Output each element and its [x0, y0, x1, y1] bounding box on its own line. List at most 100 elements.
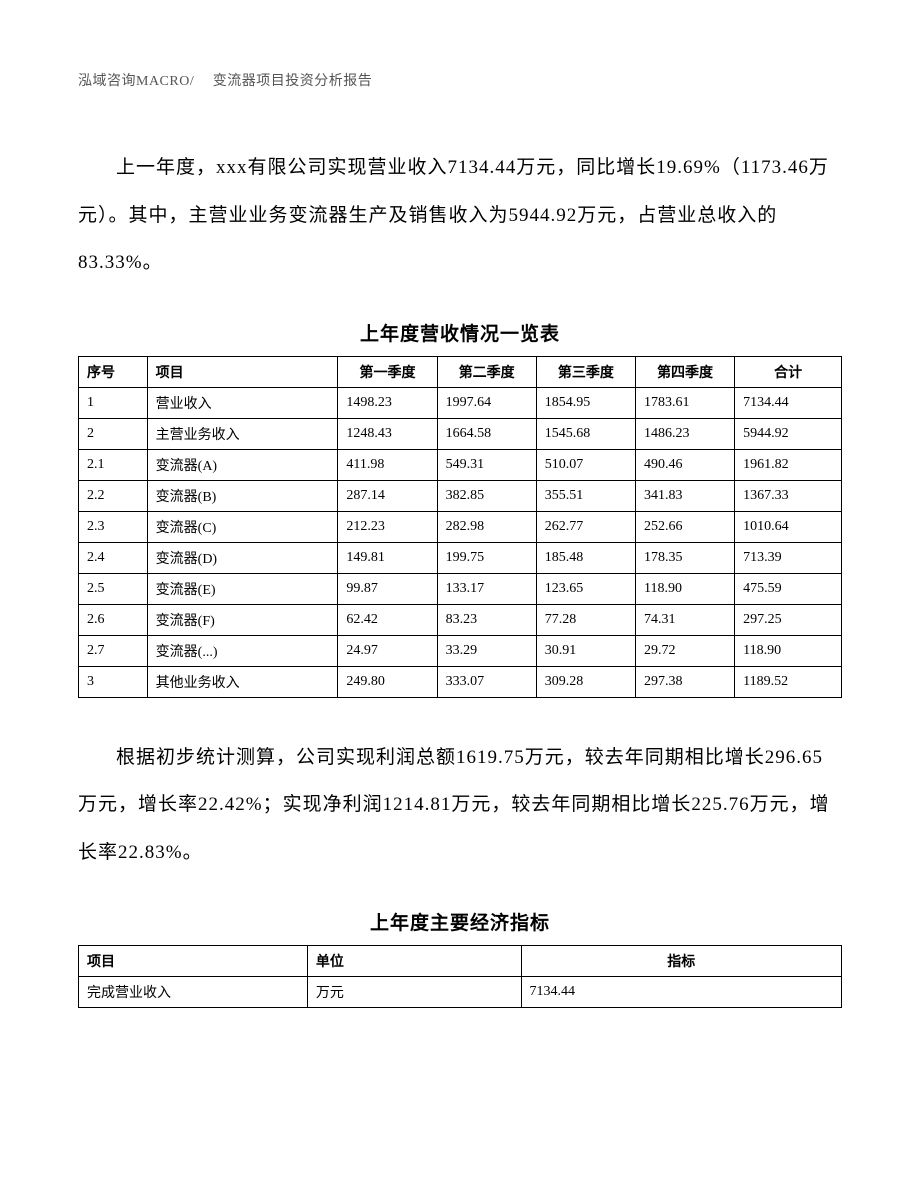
- cell: 282.98: [437, 511, 536, 542]
- th-unit: 单位: [307, 946, 521, 977]
- cell: 252.66: [635, 511, 734, 542]
- table2-header-row: 项目 单位 指标: [79, 946, 842, 977]
- th-seq: 序号: [79, 356, 148, 387]
- cell: 7134.44: [735, 387, 842, 418]
- cell: 333.07: [437, 666, 536, 697]
- table-row: 2.2 变流器(B) 287.14 382.85 355.51 341.83 1…: [79, 480, 842, 511]
- th-total: 合计: [735, 356, 842, 387]
- cell: 其他业务收入: [147, 666, 338, 697]
- cell: 主营业务收入: [147, 418, 338, 449]
- cell: 123.65: [536, 573, 635, 604]
- cell: 1486.23: [635, 418, 734, 449]
- cell: 490.46: [635, 449, 734, 480]
- table-row: 2.7 变流器(...) 24.97 33.29 30.91 29.72 118…: [79, 635, 842, 666]
- cell: 2.1: [79, 449, 148, 480]
- table-row: 3 其他业务收入 249.80 333.07 309.28 297.38 118…: [79, 666, 842, 697]
- cell: 83.23: [437, 604, 536, 635]
- table-row: 2.6 变流器(F) 62.42 83.23 77.28 74.31 297.2…: [79, 604, 842, 635]
- cell: 完成营业收入: [79, 977, 308, 1008]
- cell: 1664.58: [437, 418, 536, 449]
- cell: 1248.43: [338, 418, 437, 449]
- cell: 149.81: [338, 542, 437, 573]
- cell: 341.83: [635, 480, 734, 511]
- indicator-table: 项目 单位 指标 完成营业收入 万元 7134.44: [78, 945, 842, 1008]
- cell: 2.7: [79, 635, 148, 666]
- th-q2: 第二季度: [437, 356, 536, 387]
- cell: 变流器(B): [147, 480, 338, 511]
- paragraph-2: 根据初步统计测算，公司实现利润总额1619.75万元，较去年同期相比增长296.…: [78, 734, 842, 877]
- cell: 2: [79, 418, 148, 449]
- table-row: 2 主营业务收入 1248.43 1664.58 1545.68 1486.23…: [79, 418, 842, 449]
- cell: 3: [79, 666, 148, 697]
- cell: 7134.44: [521, 977, 841, 1008]
- cell: 309.28: [536, 666, 635, 697]
- cell: 199.75: [437, 542, 536, 573]
- th-value: 指标: [521, 946, 841, 977]
- cell: 77.28: [536, 604, 635, 635]
- cell: 297.38: [635, 666, 734, 697]
- table-row: 1 营业收入 1498.23 1997.64 1854.95 1783.61 7…: [79, 387, 842, 418]
- table-row: 完成营业收入 万元 7134.44: [79, 977, 842, 1008]
- th-item: 项目: [147, 356, 338, 387]
- cell: 133.17: [437, 573, 536, 604]
- cell: 2.4: [79, 542, 148, 573]
- cell: 475.59: [735, 573, 842, 604]
- cell: 变流器(A): [147, 449, 338, 480]
- page-header: 泓域咨询MACRO/ 变流器项目投资分析报告: [78, 70, 842, 90]
- cell: 变流器(C): [147, 511, 338, 542]
- cell: 30.91: [536, 635, 635, 666]
- cell: 1961.82: [735, 449, 842, 480]
- cell: 355.51: [536, 480, 635, 511]
- cell: 2.2: [79, 480, 148, 511]
- cell: 549.31: [437, 449, 536, 480]
- cell: 411.98: [338, 449, 437, 480]
- revenue-table: 序号 项目 第一季度 第二季度 第三季度 第四季度 合计 1 营业收入 1498…: [78, 356, 842, 698]
- cell: 变流器(E): [147, 573, 338, 604]
- th-q1: 第一季度: [338, 356, 437, 387]
- cell: 1189.52: [735, 666, 842, 697]
- table-row: 2.5 变流器(E) 99.87 133.17 123.65 118.90 47…: [79, 573, 842, 604]
- cell: 1498.23: [338, 387, 437, 418]
- cell: 178.35: [635, 542, 734, 573]
- cell: 33.29: [437, 635, 536, 666]
- table1-title: 上年度营收情况一览表: [78, 319, 842, 346]
- cell: 24.97: [338, 635, 437, 666]
- cell: 变流器(...): [147, 635, 338, 666]
- cell: 1783.61: [635, 387, 734, 418]
- cell: 1854.95: [536, 387, 635, 418]
- cell: 212.23: [338, 511, 437, 542]
- cell: 1010.64: [735, 511, 842, 542]
- cell: 510.07: [536, 449, 635, 480]
- cell: 5944.92: [735, 418, 842, 449]
- cell: 62.42: [338, 604, 437, 635]
- cell: 2.6: [79, 604, 148, 635]
- cell: 99.87: [338, 573, 437, 604]
- cell: 1545.68: [536, 418, 635, 449]
- table1-header-row: 序号 项目 第一季度 第二季度 第三季度 第四季度 合计: [79, 356, 842, 387]
- paragraph-1: 上一年度，xxx有限公司实现营业收入7134.44万元，同比增长19.69%（1…: [78, 144, 842, 287]
- cell: 262.77: [536, 511, 635, 542]
- cell: 118.90: [735, 635, 842, 666]
- cell: 713.39: [735, 542, 842, 573]
- cell: 2.3: [79, 511, 148, 542]
- cell: 变流器(D): [147, 542, 338, 573]
- cell: 297.25: [735, 604, 842, 635]
- table-row: 2.3 变流器(C) 212.23 282.98 262.77 252.66 1…: [79, 511, 842, 542]
- cell: 营业收入: [147, 387, 338, 418]
- cell: 1997.64: [437, 387, 536, 418]
- cell: 2.5: [79, 573, 148, 604]
- cell: 118.90: [635, 573, 734, 604]
- table2-title: 上年度主要经济指标: [78, 908, 842, 935]
- cell: 1367.33: [735, 480, 842, 511]
- cell: 249.80: [338, 666, 437, 697]
- cell: 1: [79, 387, 148, 418]
- th-q3: 第三季度: [536, 356, 635, 387]
- th-item: 项目: [79, 946, 308, 977]
- th-q4: 第四季度: [635, 356, 734, 387]
- table-row: 2.1 变流器(A) 411.98 549.31 510.07 490.46 1…: [79, 449, 842, 480]
- table-row: 2.4 变流器(D) 149.81 199.75 185.48 178.35 7…: [79, 542, 842, 573]
- cell: 287.14: [338, 480, 437, 511]
- cell: 185.48: [536, 542, 635, 573]
- cell: 万元: [307, 977, 521, 1008]
- cell: 29.72: [635, 635, 734, 666]
